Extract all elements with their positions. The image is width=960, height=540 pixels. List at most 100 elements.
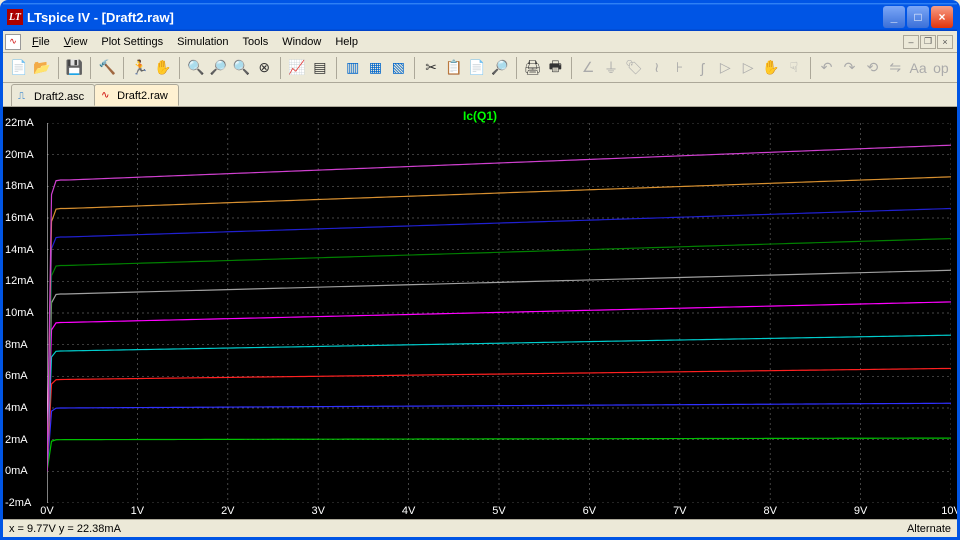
y-tick-label: 16mA xyxy=(5,212,34,224)
cut-button[interactable]: ✂ xyxy=(421,57,441,79)
tab-bar: ⎍ Draft2.asc ∿ Draft2.raw xyxy=(3,83,957,107)
window-title: LTspice IV - [Draft2.raw] xyxy=(27,10,883,25)
x-tick-label: 2V xyxy=(221,505,234,517)
minimize-button[interactable]: _ xyxy=(883,6,905,28)
mirror-button[interactable]: ⇋ xyxy=(885,57,905,79)
status-mode: Alternate xyxy=(907,523,951,535)
new-schematic-button[interactable]: 📄 xyxy=(9,57,29,79)
close-button[interactable]: × xyxy=(931,6,953,28)
separator xyxy=(414,57,415,79)
separator xyxy=(280,57,281,79)
pan-button[interactable]: 🔎 xyxy=(209,57,229,79)
resistor-button[interactable]: ≀ xyxy=(647,57,667,79)
open-button[interactable]: 📂 xyxy=(32,57,52,79)
x-tick-label: 3V xyxy=(311,505,324,517)
tile-v-button[interactable]: ▦ xyxy=(366,57,386,79)
wire-button[interactable]: ∠ xyxy=(578,57,598,79)
menu-file[interactable]: File xyxy=(25,34,57,50)
label-button[interactable]: 🏷 xyxy=(624,57,644,79)
y-tick-label: 4mA xyxy=(5,402,28,414)
mdi-controls: – ❐ × xyxy=(903,35,957,49)
waveform-chart xyxy=(47,123,951,503)
separator xyxy=(179,57,180,79)
tab-label: Draft2.asc xyxy=(34,91,84,103)
menu-bar: ∿ File View Plot Settings Simulation Too… xyxy=(3,31,957,53)
title-bar[interactable]: LT LTspice IV - [Draft2.raw] _ □ × xyxy=(3,3,957,31)
tile-h-button[interactable]: ▥ xyxy=(343,57,363,79)
y-tick-label: 20mA xyxy=(5,149,34,161)
tab-waveform[interactable]: ∿ Draft2.raw xyxy=(94,84,179,106)
run-button[interactable]: 🏃 xyxy=(130,57,150,79)
separator xyxy=(336,57,337,79)
diode-button[interactable]: ▷ xyxy=(715,57,735,79)
capacitor-button[interactable]: ⊦ xyxy=(670,57,690,79)
inductor-button[interactable]: ʃ xyxy=(693,57,713,79)
x-tick-label: 9V xyxy=(854,505,867,517)
autorange-button[interactable]: 📈 xyxy=(287,57,307,79)
menu-window[interactable]: Window xyxy=(275,34,328,50)
mdi-restore-button[interactable]: ❐ xyxy=(920,35,936,49)
print-setup-button[interactable]: 🖶 xyxy=(545,57,565,79)
print-button[interactable]: 🖨 xyxy=(523,57,543,79)
component-button[interactable]: ▷ xyxy=(738,57,758,79)
y-tick-label: 22mA xyxy=(5,117,34,129)
y-tick-label: -2mA xyxy=(5,497,31,509)
drag-button[interactable]: ☟ xyxy=(784,57,804,79)
save-button[interactable]: 💾 xyxy=(65,57,85,79)
text-button[interactable]: Aa xyxy=(908,57,928,79)
zoom-fit-button[interactable]: ⊗ xyxy=(254,57,274,79)
menu-simulation[interactable]: Simulation xyxy=(170,34,235,50)
x-tick-label: 5V xyxy=(492,505,505,517)
menu-plot-settings[interactable]: Plot Settings xyxy=(94,34,170,50)
menu-view[interactable]: View xyxy=(57,34,95,50)
app-window: LT LTspice IV - [Draft2.raw] _ □ × ∿ Fil… xyxy=(0,0,960,540)
x-tick-label: 8V xyxy=(763,505,776,517)
zoom-out-button[interactable]: 🔍 xyxy=(232,57,252,79)
separator xyxy=(571,57,572,79)
separator xyxy=(58,57,59,79)
plot-area[interactable]: Ic(Q1) 22mA 20mA 18mA 16mA 14mA 12mA 10mA 8mA 6m… xyxy=(3,107,957,519)
status-bar: x = 9.77V y = 22.38mA Alternate xyxy=(3,519,957,537)
menu-help[interactable]: Help xyxy=(328,34,365,50)
maximize-button[interactable]: □ xyxy=(907,6,929,28)
y-tick-label: 8mA xyxy=(5,339,28,351)
mdi-minimize-button[interactable]: – xyxy=(903,35,919,49)
find-button[interactable]: 🔎 xyxy=(490,57,510,79)
redo-button[interactable]: ↷ xyxy=(840,57,860,79)
paste-button[interactable]: 📄 xyxy=(467,57,487,79)
ground-button[interactable]: ⏚ xyxy=(601,57,621,79)
tab-label: Draft2.raw xyxy=(117,90,168,102)
y-tick-label: 0mA xyxy=(5,465,28,477)
cascade-button[interactable]: ▧ xyxy=(388,57,408,79)
move-button[interactable]: ✋ xyxy=(761,57,781,79)
separator xyxy=(90,57,91,79)
halt-button[interactable]: ✋ xyxy=(153,57,173,79)
copy-button[interactable]: 📋 xyxy=(444,57,464,79)
separator xyxy=(810,57,811,79)
x-tick-label: 1V xyxy=(131,505,144,517)
waveform-icon: ∿ xyxy=(5,34,21,50)
trace-label[interactable]: Ic(Q1) xyxy=(463,109,497,123)
x-tick-label: 10V xyxy=(941,505,957,517)
toggle-grid-button[interactable]: ▤ xyxy=(310,57,330,79)
toolbar: 📄 📂 💾 🔨 🏃 ✋ 🔍 🔎 🔍 ⊗ 📈 ▤ ▥ ▦ ▧ ✂ 📋 📄 🔎 🖨 … xyxy=(3,53,957,83)
zoom-in-button[interactable]: 🔍 xyxy=(186,57,206,79)
hammer-icon[interactable]: 🔨 xyxy=(97,57,117,79)
x-tick-label: 0V xyxy=(40,505,53,517)
menu-tools[interactable]: Tools xyxy=(236,34,276,50)
y-tick-label: 12mA xyxy=(5,275,34,287)
undo-button[interactable]: ↶ xyxy=(817,57,837,79)
waveform-icon: ∿ xyxy=(101,90,113,102)
y-tick-label: 10mA xyxy=(5,307,34,319)
y-tick-label: 18mA xyxy=(5,180,34,192)
y-tick-label: 14mA xyxy=(5,244,34,256)
app-icon: LT xyxy=(7,9,23,25)
separator xyxy=(516,57,517,79)
separator xyxy=(123,57,124,79)
mdi-close-button[interactable]: × xyxy=(937,35,953,49)
tab-schematic[interactable]: ⎍ Draft2.asc xyxy=(11,84,95,106)
y-tick-label: 6mA xyxy=(5,370,28,382)
rotate-button[interactable]: ⟲ xyxy=(862,57,882,79)
cursor-coords: x = 9.77V y = 22.38mA xyxy=(9,523,907,535)
spice-directive-button[interactable]: op xyxy=(931,57,951,79)
